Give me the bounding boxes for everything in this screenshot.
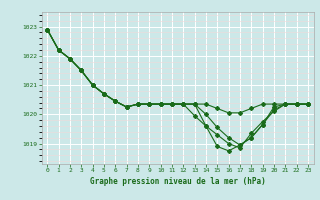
X-axis label: Graphe pression niveau de la mer (hPa): Graphe pression niveau de la mer (hPa) xyxy=(90,177,266,186)
